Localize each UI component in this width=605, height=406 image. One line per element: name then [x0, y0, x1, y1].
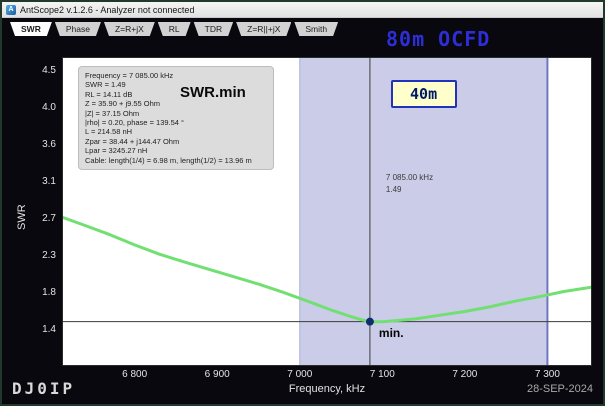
tab-swr[interactable]: SWR: [10, 22, 52, 36]
title-bar: A AntScope2 v.1.2.6 - Analyzer not conne…: [2, 2, 603, 18]
swr-min-annotation: SWR.min: [180, 84, 246, 101]
y-tick-label: 2.7: [42, 213, 56, 224]
info-line-zpar: Zpar = 38.44 + j144.47 Ohm: [85, 136, 180, 146]
info-line-rl: RL = 14.11 dB: [85, 89, 133, 99]
y-axis-title: SWR: [16, 204, 28, 230]
tab-smith[interactable]: Smith: [294, 22, 338, 36]
y-tick-label: 4.0: [42, 102, 56, 113]
x-tick-label: 6 900: [204, 369, 230, 380]
band-label: 40m: [390, 80, 457, 108]
info-line-z-mag: |Z| = 37.15 Ohm: [85, 108, 140, 118]
min-marker-label: min.: [378, 325, 404, 340]
app-icon: A: [6, 4, 16, 15]
plot-area[interactable]: [60, 57, 594, 366]
date-text: 28-SEP-2024: [526, 383, 593, 395]
min-point-marker: [365, 317, 374, 326]
tab-rl[interactable]: RL: [158, 22, 191, 36]
callsign-text: DJ0IP: [12, 379, 76, 398]
cursor-readout: 7 085.00 kHz 1.49: [386, 172, 433, 196]
tab-tdr[interactable]: TDR: [194, 22, 233, 36]
tab-z-parallel[interactable]: Z=R||+jX: [236, 22, 291, 36]
info-line-frequency: Frequency = 7 085.00 kHz: [85, 71, 174, 80]
y-tick-label: 1.4: [42, 324, 56, 335]
cursor-swr-label: 1.49: [385, 185, 402, 194]
x-tick-label: 6 800: [122, 369, 148, 380]
window-title: AntScope2 v.1.2.6 - Analyzer not connect…: [20, 4, 195, 15]
info-line-swr: SWR = 1.49: [85, 80, 126, 90]
x-axis-title: Frequency, kHz: [288, 383, 366, 395]
tab-bar: SWR Phase Z=R+jX RL TDR Z=R||+jX Smith: [10, 22, 338, 36]
x-tick-label: 7 000: [287, 369, 313, 380]
x-tick-label: 7 100: [369, 369, 395, 380]
swr-curve: [60, 215, 594, 324]
info-line-l: L = 214.58 nH: [85, 127, 133, 137]
y-tick-label: 4.5: [42, 65, 56, 76]
y-tick-label: 3.1: [42, 176, 56, 187]
swr-plot-svg[interactable]: [60, 57, 594, 366]
cursor-freq-label: 7 085.00 kHz: [385, 173, 434, 182]
plot-frame: [62, 57, 592, 366]
info-line-z: Z = 35.90 + j9.55 Ohm: [85, 99, 161, 109]
info-line-cable: Cable: length(1/4) = 6.98 m, length(1/2)…: [85, 155, 252, 165]
chart-title-80m-ocfd: 80m OCFD: [386, 27, 491, 51]
info-box: Frequency = 7 085.00 kHz SWR = 1.49 RL =…: [78, 66, 274, 171]
tab-phase[interactable]: Phase: [55, 22, 101, 36]
info-line-lpar: Lpar = 3245.27 nH: [85, 146, 148, 156]
y-tick-label: 1.8: [42, 287, 56, 298]
info-line-rho: |rho| = 0.20, phase = 139.54 °: [85, 118, 185, 128]
x-tick-label: 7 300: [534, 369, 560, 380]
y-tick-label: 2.3: [42, 250, 56, 261]
tab-z-r-plus-jx[interactable]: Z=R+jX: [104, 22, 155, 36]
x-tick-label: 7 200: [452, 369, 478, 380]
y-tick-label: 3.6: [42, 139, 56, 150]
